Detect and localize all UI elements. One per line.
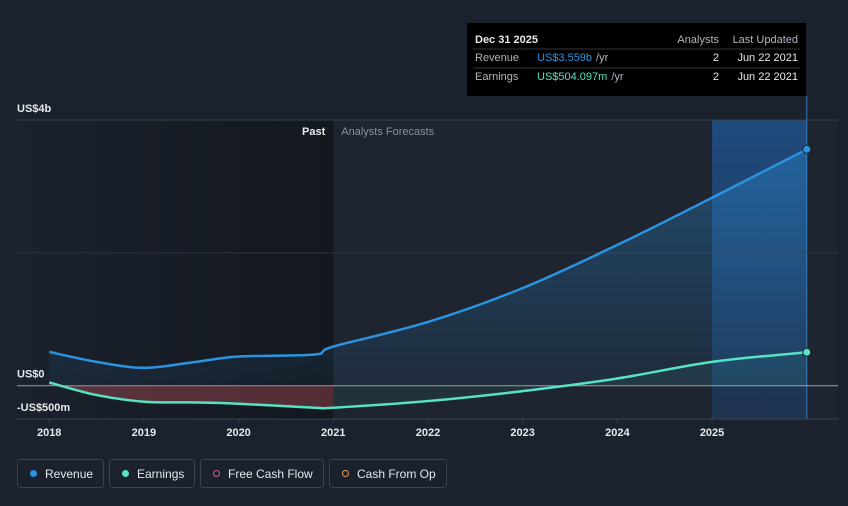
legend-swatch: [213, 470, 220, 477]
revenue-area: [49, 149, 807, 386]
earnings-loss-area: [49, 382, 334, 409]
legend-label: Cash From Op: [357, 466, 436, 481]
legend-label: Revenue: [45, 466, 94, 481]
legend-item[interactable]: Free Cash Flow: [200, 459, 324, 488]
past-label: Past: [302, 126, 326, 138]
tooltip-row-updated: Jun 22 2021: [737, 71, 798, 83]
legend-swatch: [342, 470, 349, 477]
legend-swatch: [30, 470, 37, 477]
tooltip-row-unit: /yr: [611, 71, 624, 83]
legend-label: Free Cash Flow: [228, 466, 313, 481]
x-tick-label: 2025: [700, 427, 724, 439]
legend-item[interactable]: Earnings: [109, 459, 196, 488]
tooltip-row-updated: Jun 22 2021: [737, 52, 798, 64]
y-tick-label: US$0: [17, 369, 45, 381]
forecast-label: Analysts Forecasts: [341, 126, 434, 138]
tooltip-date: Dec 31 2025: [475, 34, 538, 46]
earnings-area: [49, 352, 807, 409]
tooltip-row-analysts: 2: [713, 71, 719, 83]
tooltip-row-value: US$3.559b: [537, 52, 592, 64]
tooltip-row-unit: /yr: [596, 52, 609, 64]
x-tick-label: 2022: [416, 427, 440, 439]
x-tick-label: 2018: [37, 427, 61, 439]
tooltip-row-value: US$504.097m: [537, 71, 607, 83]
legend-label: Earnings: [137, 466, 185, 481]
x-tick-label: 2023: [510, 427, 534, 439]
end-point: [802, 347, 812, 357]
tooltip-row-name: Earnings: [475, 71, 519, 83]
tooltip-row-name: Revenue: [475, 52, 519, 64]
x-tick-label: 2019: [132, 427, 156, 439]
tooltip-row-analysts: 2: [713, 52, 719, 64]
end-point: [802, 144, 812, 154]
x-tick-label: 2021: [321, 427, 345, 439]
tooltip-box: [467, 23, 806, 96]
y-tick-label: -US$500m: [17, 402, 70, 414]
tooltip-col: Analysts: [677, 34, 719, 46]
tooltip: Dec 31 2025 Analysts Last Updated Revenu…: [467, 23, 806, 96]
legend-item[interactable]: Cash From Op: [329, 459, 447, 488]
series-line: [48, 148, 808, 370]
legend-swatch: [122, 470, 129, 477]
y-tick-label: US$4b: [17, 103, 52, 115]
legend-item[interactable]: Revenue: [17, 459, 105, 488]
x-tick-label: 2024: [605, 427, 630, 439]
x-tick-label: 2020: [226, 427, 250, 439]
series-line: [48, 351, 807, 410]
tooltip-col: Last Updated: [733, 34, 798, 46]
